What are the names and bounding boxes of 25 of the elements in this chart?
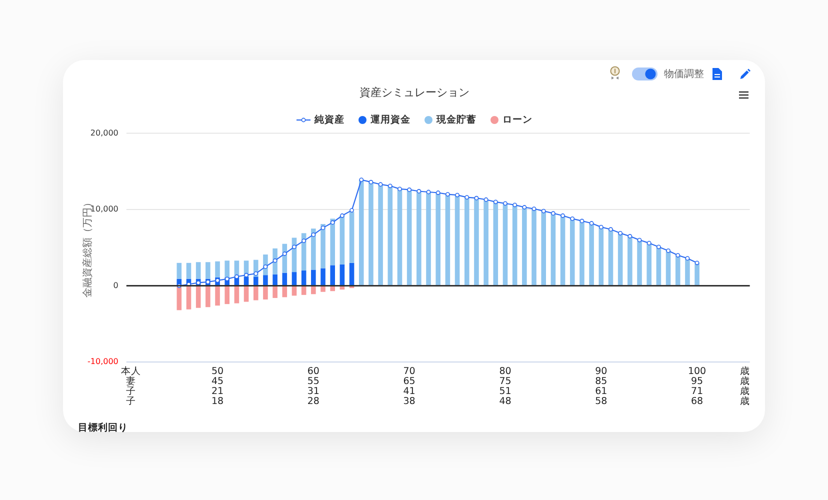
x-tick-label: 50 45 21 18 <box>211 366 224 407</box>
text: 本人 <box>121 365 142 377</box>
text: 物価調整 <box>664 68 704 80</box>
chart-title: 資産シミュレーション <box>360 86 470 100</box>
text: 子 <box>126 396 136 407</box>
x-tick-label: 100 95 71 68 <box>688 366 706 407</box>
y-tick-label: 10,000 <box>90 204 118 214</box>
text: 目標利回り <box>78 422 128 434</box>
y-tick-label: 0 <box>113 280 118 290</box>
text: 歳 <box>740 385 750 397</box>
x-tick-label: 80 75 51 48 <box>499 366 512 407</box>
x-tick-label: 90 85 61 58 <box>595 366 608 407</box>
text: 歳 <box>740 365 750 377</box>
text: 妻 <box>126 375 136 387</box>
x-tick-label: 60 55 31 28 <box>307 366 320 407</box>
text: 子 <box>126 386 136 397</box>
x-tick-label: 70 65 41 38 <box>403 366 416 407</box>
text: 歳 <box>740 395 750 407</box>
legend-label: 現金貯蓄 <box>436 114 476 126</box>
y-tick-label: 20,000 <box>90 128 118 138</box>
y-tick-label: -10,000 <box>88 357 118 366</box>
legend-label: 純資産 <box>314 114 344 126</box>
legend-label: 運用資金 <box>370 114 412 126</box>
legend-label: ローン <box>502 114 532 126</box>
text: 歳 <box>740 375 750 387</box>
